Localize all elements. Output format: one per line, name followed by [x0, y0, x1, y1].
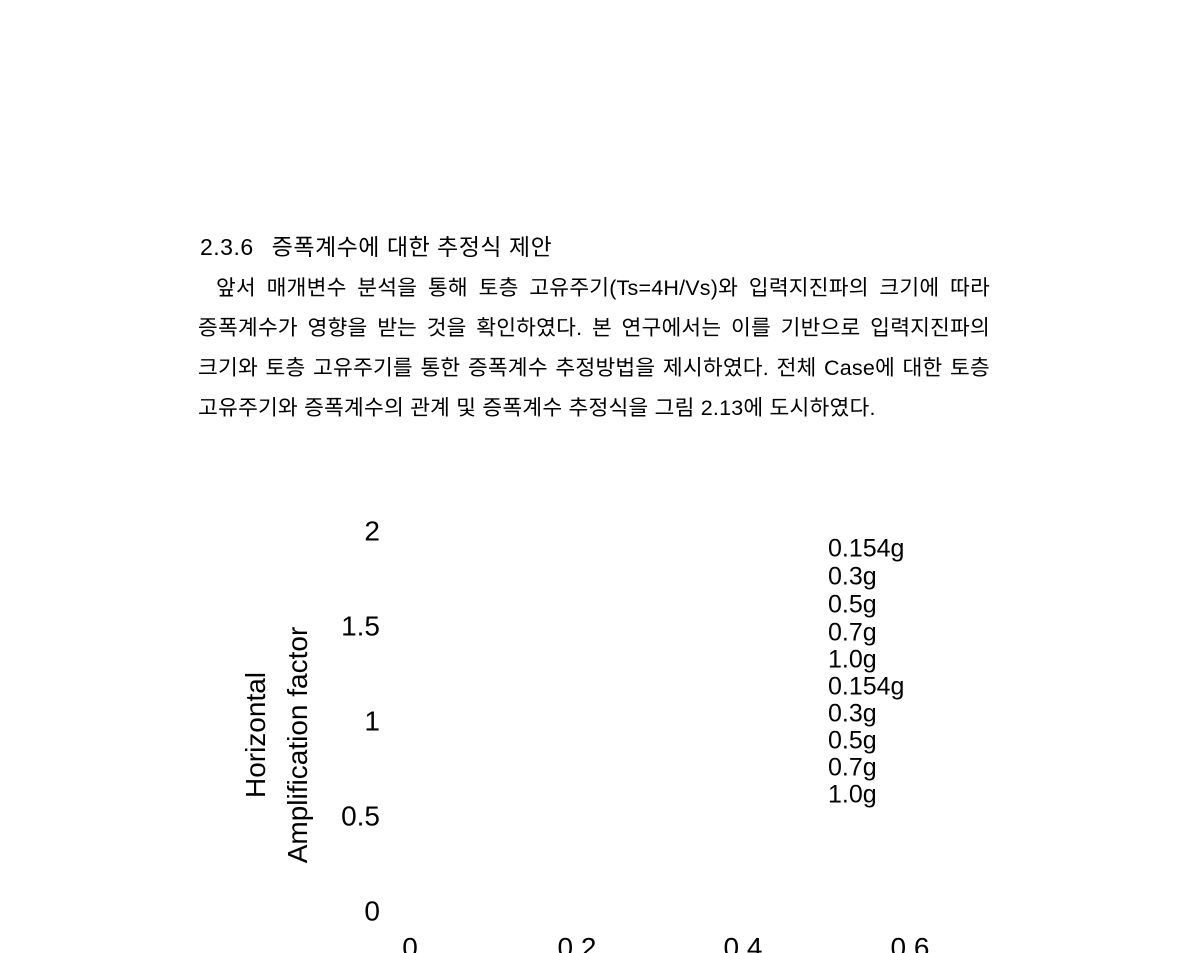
legend: 0.154g 0.3g 0.5g 0.7g 1.0g 0.154g 0.3g 0… [828, 535, 904, 809]
legend-item-0: 0.154g [828, 535, 904, 563]
xtick-label-1: 0.2 [558, 932, 597, 953]
body-paragraph: 앞서 매개변수 분석을 통해 토층 고유주기(Ts=4H/Vs)와 입력지진파의… [198, 268, 990, 428]
ytick-label-3: 1.5 [341, 610, 380, 641]
legend-item-6: 0.3g [828, 700, 877, 728]
ytick-label-1: 0.5 [341, 800, 380, 831]
ytick-label-2: 1 [364, 705, 380, 736]
legend-item-9: 1.0g [828, 781, 877, 809]
y-axis-title-line1: Horizontal [240, 672, 271, 798]
legend-item-1: 0.3g [828, 563, 877, 591]
page: 2.3.6 증폭계수에 대한 추정식 제안 앞서 매개변수 분석을 통해 토층 고… [0, 0, 1190, 953]
chart-svg: Horizontal Amplification factor 2 1.5 1 … [200, 505, 990, 950]
legend-item-2: 0.5g [828, 591, 877, 619]
amplification-chart: Horizontal Amplification factor 2 1.5 1 … [200, 505, 990, 950]
xtick-label-2: 0.4 [724, 932, 763, 953]
y-axis-ticks: 2 1.5 1 0.5 0 [341, 515, 380, 926]
y-axis-title-line2: Amplification factor [282, 627, 313, 864]
x-axis-ticks: 0 0.2 0.4 0.6 [402, 932, 929, 953]
section-heading: 2.3.6 증폭계수에 대한 추정식 제안 [200, 228, 552, 262]
section-number: 2.3.6 [200, 234, 254, 260]
legend-item-4: 1.0g [828, 646, 877, 674]
section-title: 증폭계수에 대한 추정식 제안 [272, 234, 553, 260]
ytick-label-4: 2 [364, 515, 380, 546]
legend-item-8: 0.7g [828, 754, 877, 782]
xtick-label-0: 0 [402, 932, 418, 953]
xtick-label-3: 0.6 [891, 932, 930, 953]
legend-item-5: 0.154g [828, 673, 904, 701]
y-axis-title-group: Horizontal Amplification factor [240, 627, 313, 864]
legend-item-7: 0.5g [828, 727, 877, 755]
legend-item-3: 0.7g [828, 619, 877, 647]
ytick-label-0: 0 [364, 895, 380, 926]
paragraph-text: 앞서 매개변수 분석을 통해 토층 고유주기(Ts=4H/Vs)와 입력지진파의… [198, 276, 990, 420]
